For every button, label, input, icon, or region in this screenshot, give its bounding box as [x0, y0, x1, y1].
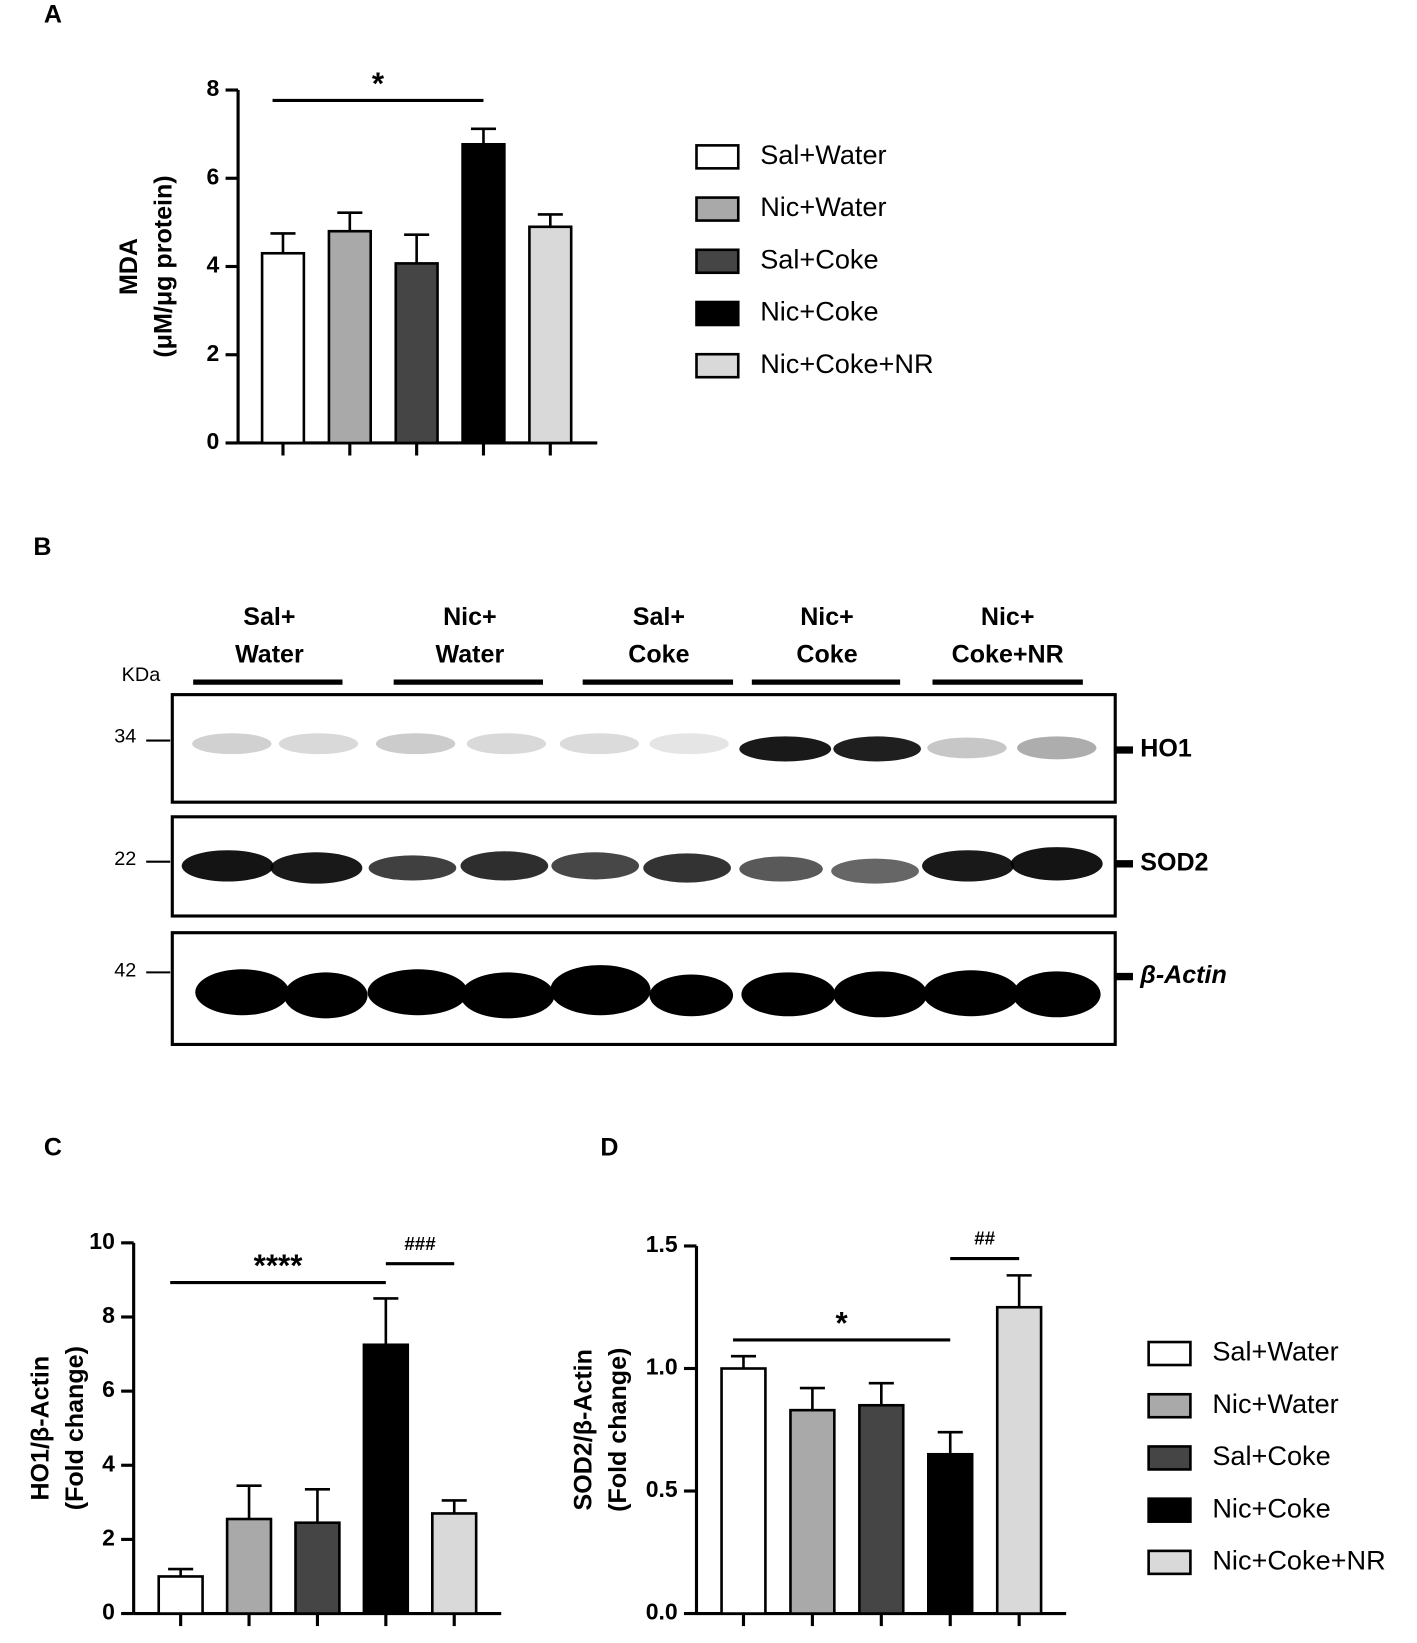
protein-ticks	[1115, 746, 1133, 981]
y-axis-label: SOD2/β-Actin	[569, 1349, 597, 1510]
kda-marker: 22	[114, 848, 136, 870]
y-tick-label: 4	[207, 252, 220, 278]
legend-label: Nic+Coke+NR	[1212, 1545, 1385, 1576]
group-label: Coke	[628, 641, 689, 669]
bar	[157, 1575, 204, 1615]
group-label: Water	[235, 641, 304, 669]
y-axis-label: MDA	[115, 238, 143, 295]
bar	[430, 1512, 478, 1615]
group-label: Coke+NR	[952, 641, 1064, 669]
y-tick-label: 6	[102, 1376, 115, 1402]
significance-label: ##	[974, 1228, 995, 1249]
blot-panel: B KDa Sal+ Water Nic+ Water Sal+ Coke Ni…	[33, 533, 1227, 1047]
y-tick-label: 8	[207, 75, 220, 101]
y-tick-label: 0	[102, 1599, 115, 1625]
y-tick-label: 1.5	[646, 1231, 678, 1257]
bar	[225, 1517, 273, 1615]
legend-label: Nic+Coke	[1212, 1492, 1330, 1523]
y-tick-label: 6	[207, 163, 220, 189]
legend-swatch	[1147, 1392, 1192, 1419]
bar	[327, 229, 373, 445]
group-label: Nic+	[443, 603, 497, 631]
y-tick-label: 1.0	[646, 1354, 678, 1380]
group-label: Water	[436, 641, 505, 669]
bar	[858, 1403, 905, 1615]
y-axis-label: HO1/β-Actin	[26, 1356, 54, 1501]
bar	[528, 225, 573, 445]
legend-swatch	[695, 144, 740, 170]
protein-label: SOD2	[1140, 848, 1208, 876]
legend-swatch	[1147, 1497, 1192, 1523]
bar	[362, 1343, 410, 1615]
legend-label: Nic+Water	[1212, 1388, 1338, 1419]
y-tick-label: 0.0	[646, 1599, 678, 1625]
legend-swatch	[1147, 1549, 1192, 1576]
y-tick-label: 0.5	[646, 1476, 678, 1502]
legend-swatch	[695, 248, 740, 275]
y-axis-label: (Fold change)	[61, 1346, 89, 1510]
panel-letter: D	[600, 1133, 618, 1161]
y-tick-label: 8	[102, 1302, 115, 1328]
y-tick-label: 0	[207, 428, 220, 454]
legend-swatch	[695, 196, 740, 222]
legend-label: Sal+Water	[760, 139, 886, 170]
significance-label: *	[372, 66, 385, 101]
bar	[789, 1408, 836, 1615]
actin-bands	[195, 965, 1101, 1019]
group-label: Nic+	[800, 603, 854, 631]
legend-swatch	[1147, 1340, 1192, 1367]
protein-label: β-Actin	[1139, 961, 1227, 989]
legend-label: Sal+Coke	[760, 243, 878, 274]
significance-label: ****	[254, 1248, 304, 1283]
legend-label: Sal+Coke	[1212, 1440, 1330, 1471]
group-label: Nic+	[981, 603, 1035, 631]
kda-label: KDa	[122, 664, 162, 686]
bar	[394, 262, 439, 445]
y-tick-label: 2	[102, 1524, 115, 1550]
kda-marker: 42	[114, 960, 136, 982]
bar	[461, 142, 506, 445]
legend-swatch	[1147, 1445, 1192, 1471]
legend-swatch	[695, 352, 740, 379]
significance-label: ###	[404, 1233, 436, 1254]
legend-label: Sal+Water	[1212, 1336, 1338, 1367]
bar	[260, 251, 306, 445]
legend-label: Nic+Water	[760, 191, 886, 222]
panel-letter: C	[44, 1133, 62, 1161]
bar	[995, 1305, 1043, 1615]
group-label: Coke	[796, 641, 857, 669]
kda-ticks	[146, 739, 171, 974]
legend-label: Nic+Coke+NR	[760, 348, 933, 379]
legend-swatch	[695, 300, 740, 327]
significance-label: *	[836, 1306, 849, 1341]
ho1-bands	[192, 733, 1097, 762]
y-tick-label: 2	[207, 340, 220, 366]
sod2-bands	[181, 847, 1103, 884]
y-axis-label: (Fold change)	[604, 1348, 632, 1512]
group-label: Sal+	[633, 603, 685, 631]
group-label: Sal+	[243, 603, 295, 631]
y-tick-label: 4	[102, 1450, 115, 1476]
bar	[720, 1367, 767, 1615]
panel-letter: B	[33, 533, 51, 561]
protein-label: HO1	[1140, 735, 1192, 763]
y-tick-label: 10	[89, 1228, 115, 1254]
y-axis-label: (μM/μg protein)	[150, 175, 178, 357]
panel-letter: A	[44, 1, 62, 29]
bar	[927, 1452, 974, 1615]
legend-label: Nic+Coke	[760, 296, 878, 327]
bar	[294, 1521, 341, 1615]
kda-marker: 34	[114, 726, 136, 748]
